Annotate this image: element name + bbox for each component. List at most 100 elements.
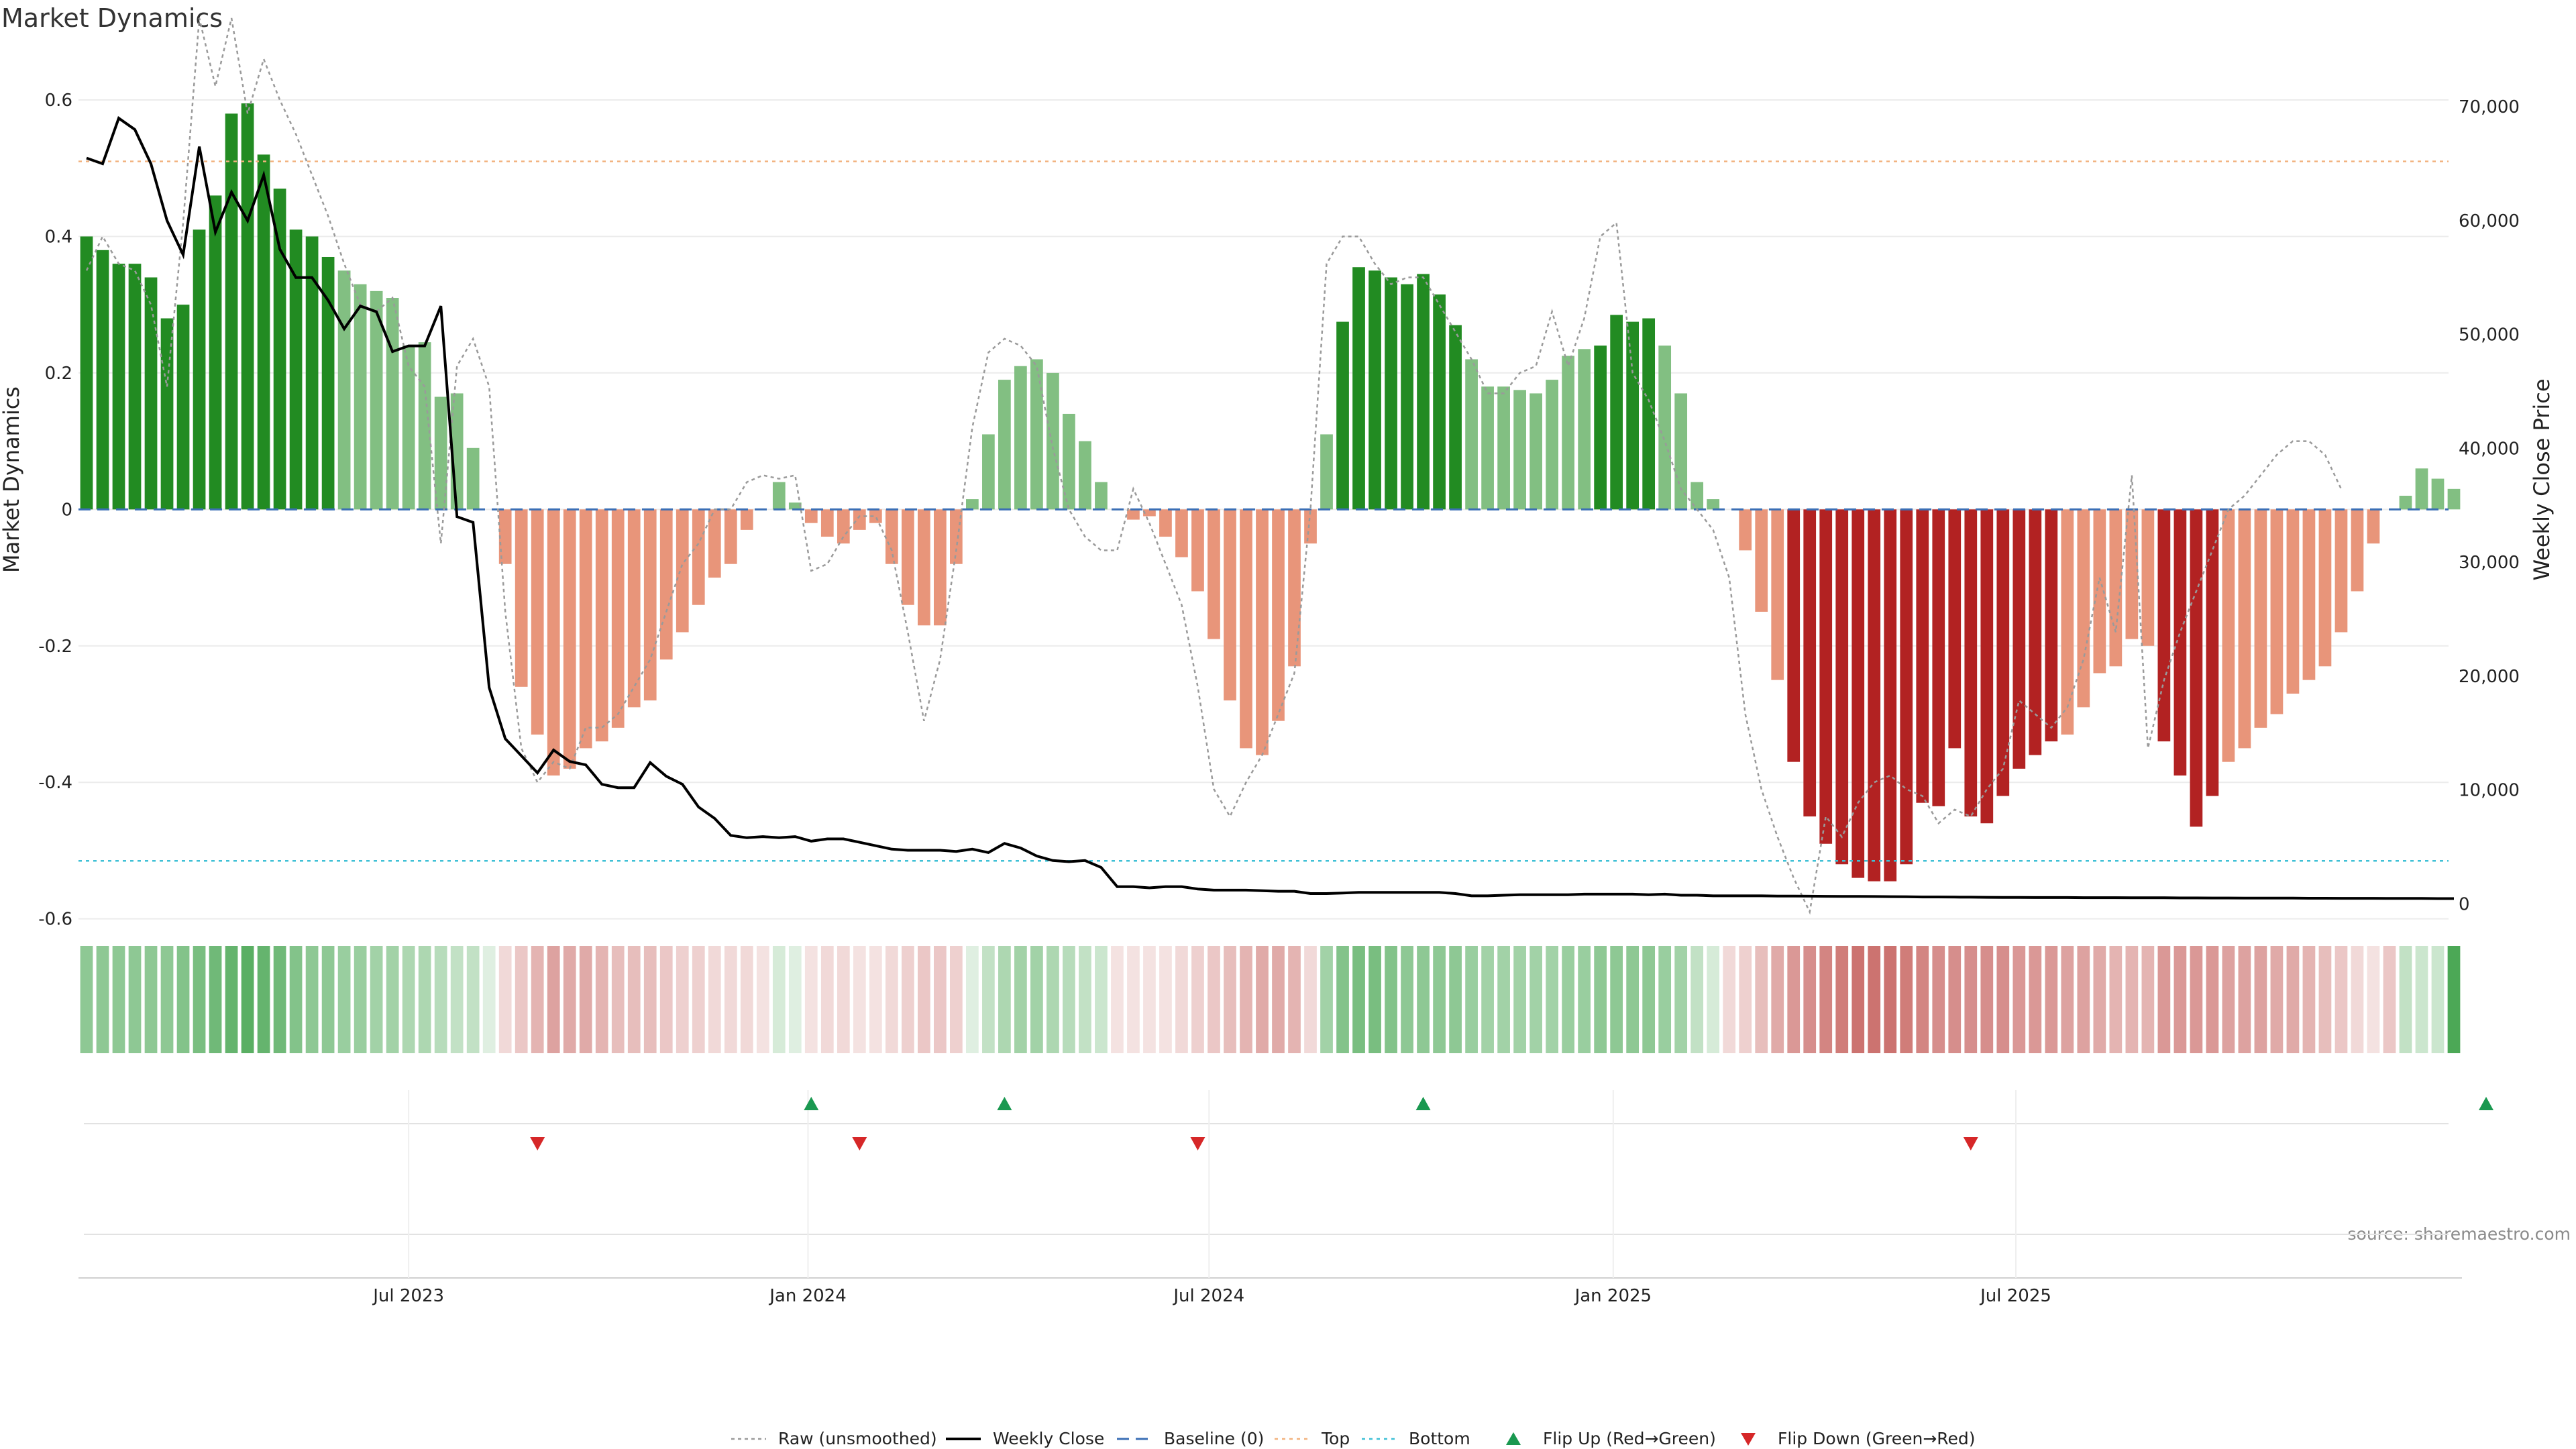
dynamics-bar <box>1690 482 1704 510</box>
heat-cell <box>144 946 158 1053</box>
dynamics-bar <box>1368 270 1381 510</box>
heat-strip <box>80 946 2461 1053</box>
heat-cell <box>1143 946 1156 1053</box>
y2-tick-label: 70,000 <box>2459 97 2520 117</box>
dynamics-bar <box>804 509 818 523</box>
heat-cell <box>1191 946 1204 1053</box>
heat-cell <box>2061 946 2074 1053</box>
dynamics-bar <box>1175 509 1188 557</box>
weekly-close-line <box>86 116 2454 900</box>
dynamics-bar <box>241 103 254 510</box>
dynamics-bar <box>2109 509 2123 667</box>
heat-cell <box>966 946 979 1053</box>
heat-cell <box>901 946 914 1053</box>
heat-cell <box>1626 946 1640 1053</box>
heat-cell <box>1851 946 1865 1053</box>
dynamics-bar <box>2286 509 2300 694</box>
flip-up-marker <box>997 1097 1012 1110</box>
heat-cell <box>1546 946 1558 1053</box>
dynamics-bar <box>1674 393 1688 510</box>
dynamics-bar <box>1304 509 1317 544</box>
dynamics-bar <box>917 509 930 626</box>
legend-label: Raw (unsmoothed) <box>778 1429 937 1448</box>
dynamics-bar <box>1916 509 1929 803</box>
legend-swatch <box>1741 1433 1756 1446</box>
heat-cell <box>1433 946 1446 1053</box>
legend-label: Bottom <box>1409 1429 1470 1448</box>
dynamics-bar <box>225 113 238 510</box>
dynamics-bar <box>1127 509 1140 520</box>
dynamics-bar <box>611 509 625 728</box>
heat-cell <box>885 946 898 1053</box>
dynamics-bar <box>2334 509 2348 633</box>
heat-cell <box>1916 946 1929 1053</box>
y2-tick-label: 0 <box>2459 894 2470 914</box>
dynamics-bar <box>2012 509 2026 769</box>
x-tick-label: Jan 2024 <box>768 1286 847 1306</box>
heat-cell <box>1884 946 1897 1053</box>
heat-cell <box>627 946 641 1053</box>
dynamics-bar <box>1256 509 1269 755</box>
dynamics-bar <box>885 509 898 564</box>
heat-cell <box>1562 946 1574 1053</box>
heat-cell <box>2141 946 2155 1053</box>
dynamics-bar <box>466 447 480 510</box>
heat-cell <box>1449 946 1462 1053</box>
heat-cell <box>2334 946 2348 1053</box>
heat-cell <box>2415 946 2428 1053</box>
dynamics-bar <box>1964 509 1978 817</box>
dynamics-bar <box>1900 509 1913 865</box>
dynamics-bar <box>2318 509 2332 667</box>
chart-title: Market Dynamics <box>1 3 223 33</box>
dynamics-bar <box>1465 359 1478 510</box>
heat-cell <box>1900 946 1913 1053</box>
dynamics-bar <box>627 509 641 708</box>
heat-cell <box>2125 946 2139 1053</box>
dynamics-bar <box>531 509 544 735</box>
dynamics-bar <box>2351 509 2364 592</box>
dynamics-bar <box>209 195 222 510</box>
dynamics-bar <box>1578 349 1591 510</box>
heat-cell <box>998 946 1011 1053</box>
dynamics-bar <box>2367 509 2380 544</box>
dynamics-bar <box>2141 509 2155 646</box>
dynamics-bar <box>998 380 1011 510</box>
heat-cell <box>643 946 657 1053</box>
heat-cell <box>225 946 238 1053</box>
heat-cell <box>756 946 769 1053</box>
heat-cell <box>740 946 753 1053</box>
dynamics-bar <box>257 154 270 510</box>
heat-cell <box>1385 946 1397 1053</box>
legend-label: Flip Up (Red→Green) <box>1543 1429 1716 1448</box>
heat-cell <box>2367 946 2380 1053</box>
raw-series-line <box>85 17 2343 915</box>
heat-cell <box>1063 946 1075 1053</box>
dynamics-bar <box>837 509 850 544</box>
heat-cell <box>498 946 512 1053</box>
heat-cell <box>1707 946 1720 1053</box>
heat-cell <box>563 946 576 1053</box>
heat-cell <box>450 946 464 1053</box>
dynamics-bar <box>1513 390 1526 510</box>
dynamics-bar <box>1658 345 1672 510</box>
x-tick-label: Jul 2023 <box>372 1286 444 1306</box>
dynamics-bar <box>1771 509 1784 680</box>
dynamics-bar <box>1755 509 1768 612</box>
dynamics-bar <box>1594 345 1607 510</box>
heat-cell <box>2109 946 2123 1053</box>
heat-cell <box>2399 946 2412 1053</box>
dynamics-bar <box>1159 509 1172 537</box>
dynamics-bar <box>1868 509 1881 881</box>
dynamics-bar <box>1481 386 1494 510</box>
heat-cell <box>724 946 737 1053</box>
y2-tick-label: 20,000 <box>2459 667 2520 687</box>
dynamics-bar <box>1320 434 1333 510</box>
dynamics-bar <box>2302 509 2316 680</box>
dynamics-bar <box>1803 509 1817 817</box>
heat-cell <box>1208 946 1220 1053</box>
flip-up-marker <box>2479 1097 2494 1110</box>
y2-axis-label: Weekly Close Price <box>2529 378 2555 580</box>
heat-cell <box>96 946 109 1053</box>
